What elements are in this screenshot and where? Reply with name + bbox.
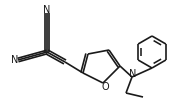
Text: N: N: [43, 5, 51, 15]
Text: N: N: [11, 55, 19, 65]
Text: O: O: [101, 82, 109, 92]
Text: N: N: [129, 69, 137, 79]
